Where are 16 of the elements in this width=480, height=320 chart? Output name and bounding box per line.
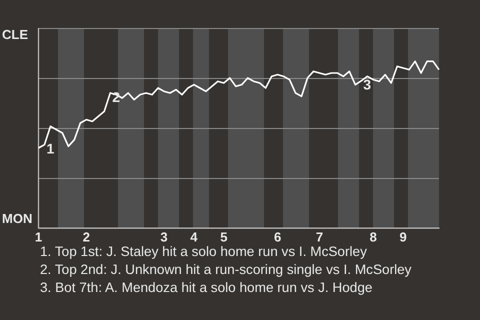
annotation: 3 <box>363 76 372 93</box>
x-tick-label: 2 <box>82 229 90 244</box>
text: MON <box>2 211 32 226</box>
text: 2. Top 2nd: J. Unknown hit a run-scoring single vs I. McSorley <box>40 261 412 279</box>
x-tick-label: 3 <box>160 229 168 244</box>
x-tick-label: 4 <box>190 229 198 244</box>
x-tick-label: 5 <box>220 229 228 244</box>
annotation: 1 <box>46 140 54 157</box>
x-tick-label: 7 <box>316 229 324 244</box>
text: 1. Top 1st: J. Staley hit a solo home run vs I. McSorley <box>40 243 368 261</box>
text: 3. Bot 7th: A. Mendoza hit a solo home run vs J. Hodge <box>40 279 374 297</box>
x-tick-label: 9 <box>400 229 407 244</box>
text: CLE <box>2 27 28 42</box>
x-tick-label: 8 <box>370 229 377 244</box>
x-tick-label: 6 <box>274 229 282 244</box>
x-tick-label: 1 <box>34 229 42 244</box>
